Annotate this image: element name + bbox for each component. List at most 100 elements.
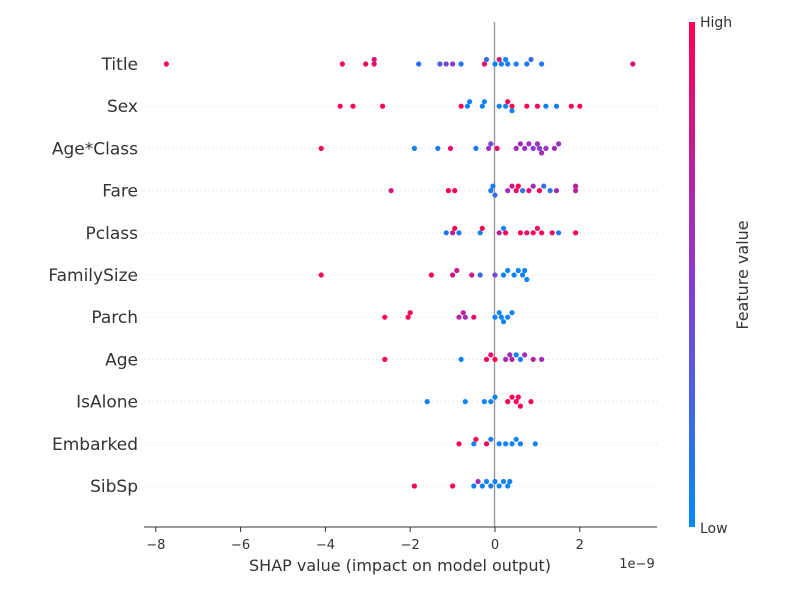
x-tick-label: 0 — [491, 538, 499, 553]
feature-label: Fare — [102, 182, 138, 202]
shap-point — [526, 188, 532, 194]
shap-point — [492, 394, 498, 400]
x-tick-label: −2 — [401, 538, 420, 553]
colorbar: High Low Feature value — [689, 15, 752, 537]
shap-point — [507, 478, 513, 485]
shap-point — [517, 230, 524, 236]
shap-point — [477, 230, 483, 236]
feature-labels: Title Sex Age*Class Fare Pclass FamilySize Par… — [48, 55, 138, 497]
shap-point — [515, 183, 521, 189]
shap-point — [456, 441, 462, 447]
shap-point — [479, 483, 485, 489]
shap-point — [534, 141, 541, 147]
shap-point — [526, 141, 532, 147]
x-tick-label: −8 — [146, 538, 165, 553]
shap-point — [447, 145, 454, 151]
feature-label: Title — [101, 55, 138, 75]
shap-point — [467, 99, 473, 105]
shap-point — [524, 61, 530, 67]
shap-point — [445, 188, 451, 194]
shap-point — [380, 103, 386, 109]
shap-point — [500, 478, 507, 485]
shap-point — [456, 314, 462, 320]
shap-point — [458, 61, 464, 67]
shap-point — [492, 192, 498, 198]
shap-point — [483, 441, 490, 447]
shap-point — [551, 145, 558, 151]
x-tick-label: −6 — [231, 538, 250, 553]
shap-point — [492, 61, 498, 67]
shap-point — [505, 188, 511, 194]
shap-point — [553, 103, 560, 109]
shap-point — [517, 141, 524, 147]
shap-point — [388, 188, 394, 194]
shap-point — [509, 183, 515, 189]
shap-point — [509, 356, 515, 362]
shap-point — [577, 103, 583, 109]
shap-point — [513, 352, 519, 358]
shap-point — [318, 272, 324, 278]
shap-point — [483, 356, 490, 362]
shap-point — [464, 103, 470, 109]
shap-point — [539, 61, 545, 67]
shap-point — [547, 188, 553, 194]
shap-point — [488, 188, 494, 194]
shap-point — [382, 314, 388, 320]
shap-point — [492, 478, 498, 485]
feature-label: SibSp — [90, 477, 138, 497]
shap-point — [556, 141, 562, 147]
shap-point — [503, 103, 509, 109]
shap-point — [477, 272, 483, 278]
shap-point — [522, 267, 528, 274]
shap-point — [503, 441, 509, 447]
shap-point — [509, 394, 515, 400]
shap-point — [513, 145, 519, 151]
feature-label: Age*Class — [52, 139, 138, 159]
shap-point — [496, 230, 502, 236]
shap-point — [505, 267, 511, 274]
shap-point — [543, 145, 549, 151]
x-tick-label: 2 — [576, 538, 584, 553]
shap-point — [509, 108, 515, 114]
shap-point — [500, 225, 507, 231]
shap-point — [452, 225, 458, 231]
shap-point — [488, 399, 494, 405]
shap-point — [475, 478, 481, 485]
shap-point — [500, 319, 507, 325]
shap-point — [460, 310, 466, 316]
feature-label: Age — [105, 350, 138, 370]
shap-point — [473, 145, 479, 151]
shap-point — [450, 230, 456, 236]
shap-point — [530, 145, 536, 151]
shap-point — [481, 61, 487, 67]
shap-point — [505, 99, 511, 105]
shap-point — [541, 183, 547, 189]
shap-point — [520, 272, 526, 278]
shap-point — [513, 436, 519, 442]
shap-point — [416, 61, 422, 67]
shap-point — [530, 230, 536, 236]
shap-point — [479, 103, 485, 109]
x-scale-label: 1e−9 — [619, 557, 654, 572]
shap-point — [496, 483, 502, 489]
shap-point — [337, 103, 343, 109]
colorbar-low-label: Low — [700, 521, 728, 537]
shap-point — [522, 352, 528, 358]
x-axis-title: SHAP value (impact on model output) — [249, 556, 551, 575]
shap-point — [471, 441, 477, 447]
feature-label: Pclass — [86, 224, 139, 244]
shap-point — [539, 230, 545, 236]
shap-point — [528, 56, 534, 63]
shap-point — [496, 310, 502, 316]
shap-point — [505, 61, 511, 67]
shap-point — [505, 399, 511, 405]
shap-point — [488, 352, 494, 358]
shap-point — [456, 230, 462, 236]
shap-point — [505, 314, 511, 320]
shap-point — [339, 61, 345, 67]
shap-point — [483, 478, 490, 485]
shap-point — [350, 103, 356, 109]
shap-point — [424, 399, 430, 405]
shap-point — [458, 103, 464, 109]
shap-point — [411, 483, 417, 489]
